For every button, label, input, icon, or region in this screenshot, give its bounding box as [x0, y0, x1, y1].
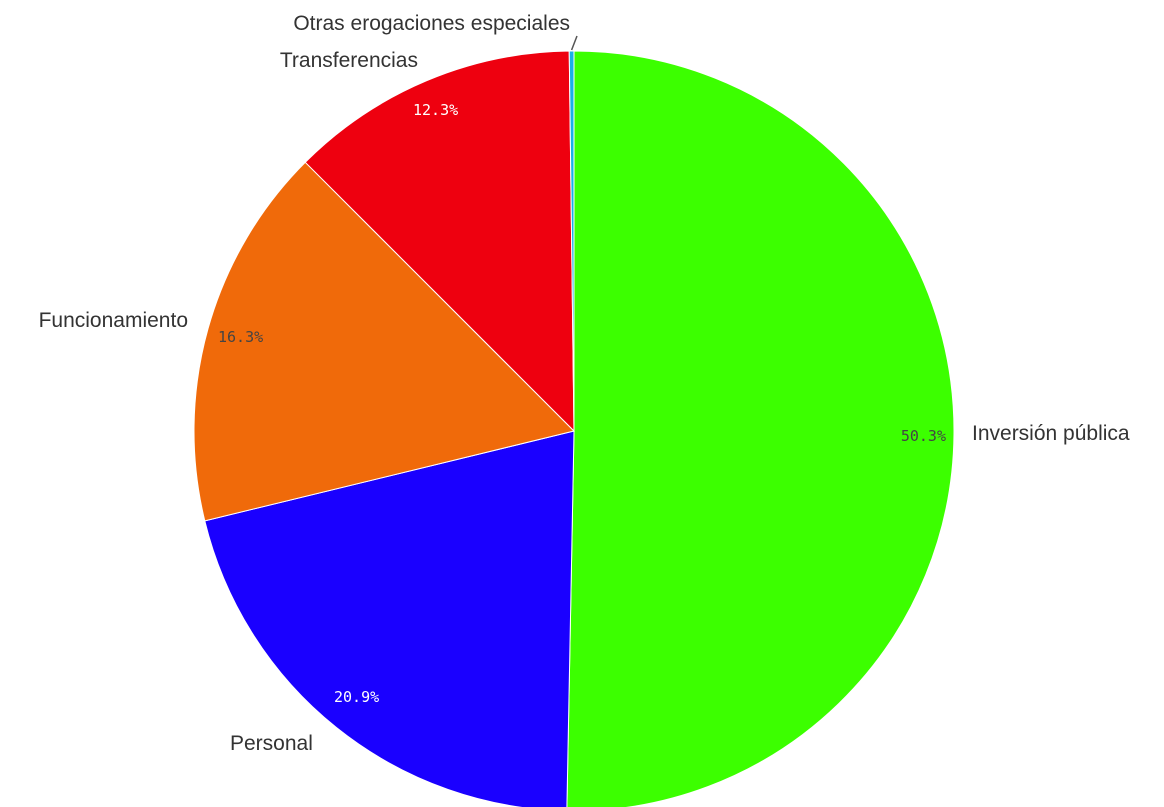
leader-line-otras-erogaciones-especiales	[570, 35, 578, 51]
percentage-labels: 50.3% 20.9% 16.3% 12.3%	[218, 101, 946, 706]
pie-slice-inversion-publica[interactable]	[566, 50, 955, 807]
category-label-personal: Personal	[230, 732, 313, 755]
pct-label-transferencias: 12.3%	[413, 101, 458, 119]
pct-label-personal: 20.9%	[334, 688, 379, 706]
pie-slice-funcionamiento[interactable]	[193, 161, 575, 522]
category-label-otras-erogaciones-especiales: Otras erogaciones especiales	[293, 12, 570, 35]
pct-label-funcionamiento: 16.3%	[218, 328, 263, 346]
pie-slice-personal[interactable]	[204, 430, 575, 807]
category-label-inversion-publica: Inversión pública	[972, 422, 1130, 445]
pie-slice-otras-erogaciones-especiales[interactable]	[568, 50, 575, 432]
pct-label-inversion-publica: 50.3%	[901, 427, 946, 445]
category-labels: Inversión pública Personal Funcionamiento T…	[39, 12, 1130, 755]
category-label-transferencias: Transferencias	[280, 49, 418, 72]
slices-layer	[193, 50, 955, 807]
pie-slice-transferencias[interactable]	[304, 50, 575, 433]
category-label-funcionamiento: Funcionamiento	[39, 309, 188, 332]
